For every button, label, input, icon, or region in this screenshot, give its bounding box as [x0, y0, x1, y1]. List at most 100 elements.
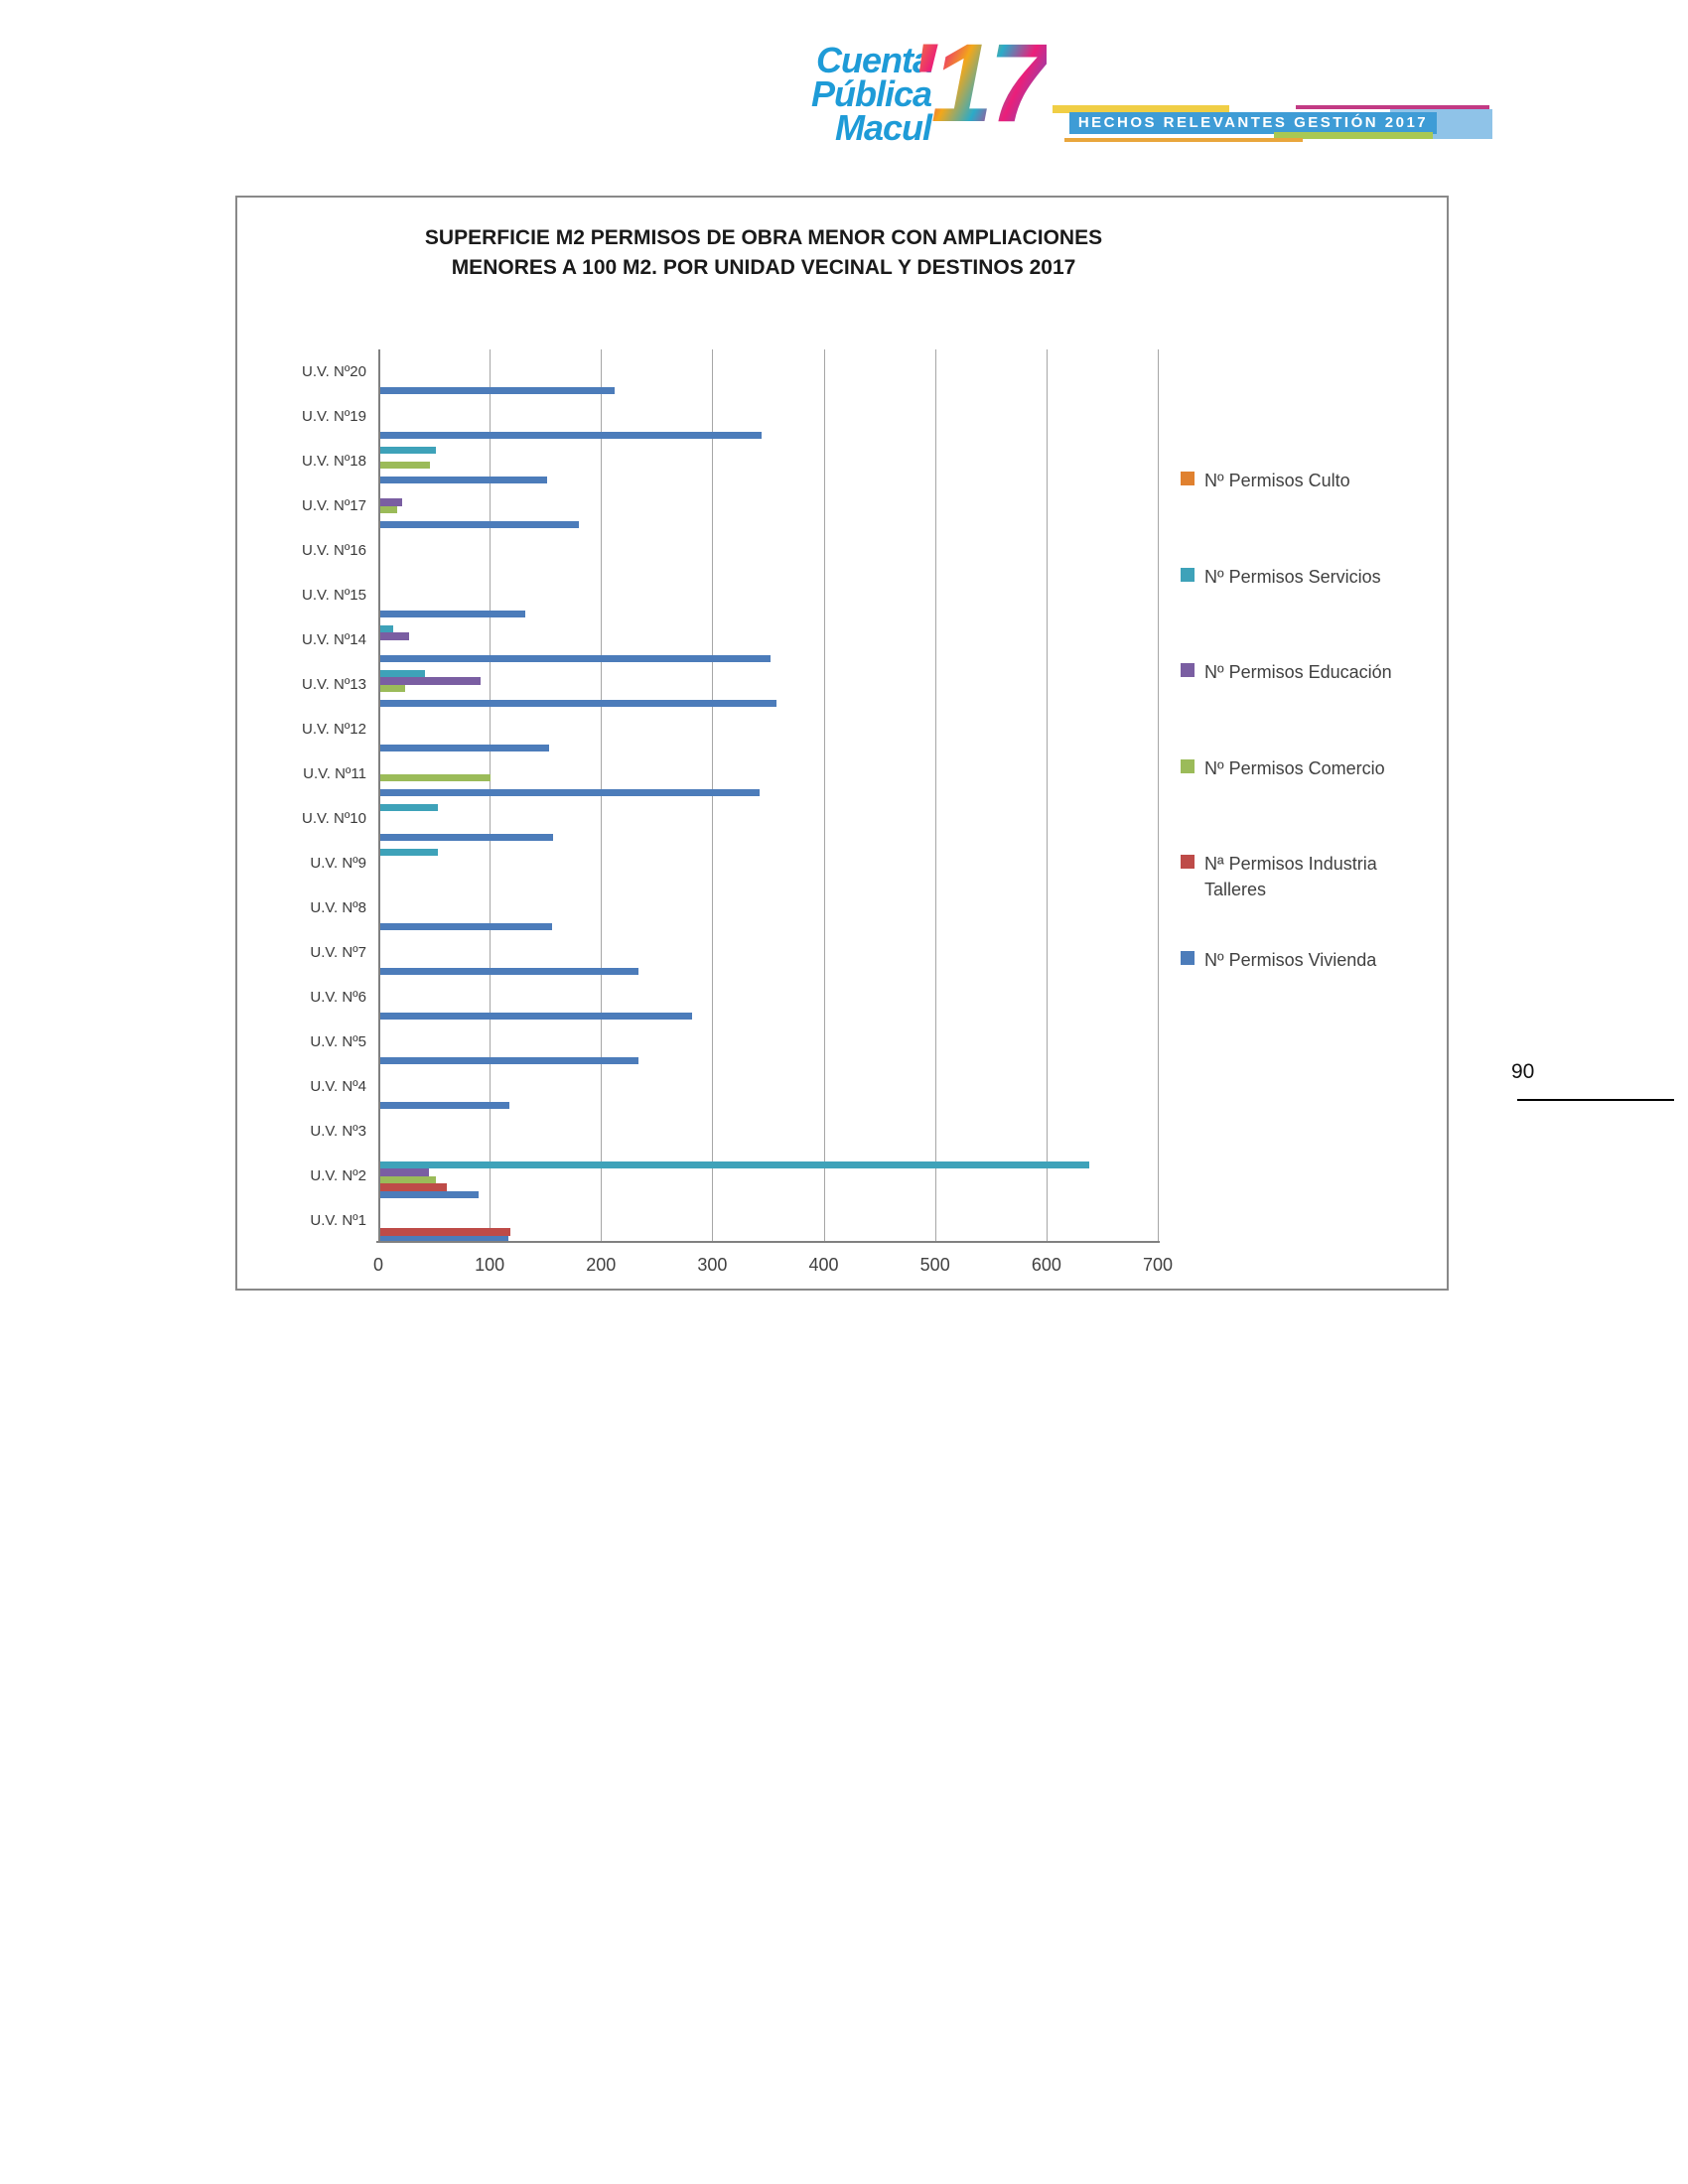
bar [380, 773, 492, 781]
gridline-700 [1158, 349, 1159, 1243]
category-label: U.V. Nº9 [310, 855, 366, 872]
logo-year-17: '17 [909, 21, 1051, 145]
category-label: U.V. Nº19 [302, 408, 366, 425]
legend-label: Nº Permisos Comercio [1204, 757, 1385, 778]
category-label: U.V. Nº12 [302, 721, 366, 738]
chart-legend: Nº Permisos Culto Nº Permisos Servicios Nº… [1181, 198, 1424, 1290]
gridline-400 [823, 349, 825, 1243]
legend-label: Nº Permisos Educación [1204, 662, 1392, 683]
category-label: U.V. Nº20 [302, 363, 366, 380]
logo-cuenta-publica-macul: Cuenta Pública Macul [773, 40, 932, 148]
x-tick-label-700: 700 [1142, 1255, 1174, 1275]
banner-hechos-relevantes: HECHOS RELEVANTES GESTIÓN 2017 [1048, 99, 1492, 147]
category-label: U.V. Nº3 [310, 1123, 366, 1140]
legend-swatch [1181, 472, 1195, 485]
legend-label: Nº Permisos Culto [1204, 471, 1350, 490]
y-axis-line [378, 349, 380, 1243]
legend-label: Nº Permisos Vivienda [1204, 950, 1377, 970]
category-axis: U.V. Nº20 U.V. Nº19 U.V. Nº18 U.V. Nº17 U.V.… [237, 349, 366, 1243]
category-label: U.V. Nº5 [310, 1033, 366, 1050]
gridline-100 [490, 349, 492, 1243]
x-tick-label-600: 600 [1031, 1255, 1061, 1275]
legend-swatch [1181, 758, 1195, 773]
x-tick-label-300: 300 [697, 1255, 728, 1275]
x-axis-line [376, 1241, 1160, 1243]
bar [380, 431, 762, 439]
bar [380, 446, 437, 454]
plot-area: 0 100 200 300 400 500 600 700 [373, 349, 1173, 1275]
bar [380, 744, 550, 751]
legend-swatch [1181, 567, 1195, 582]
bar [380, 624, 394, 632]
bar [380, 1056, 639, 1064]
chart-title-line-1: SUPERFICIE M2 PERMISOS DE OBRA MENOR CON… [424, 226, 1103, 249]
category-label: U.V. Nº8 [310, 899, 366, 916]
bar [380, 610, 525, 617]
bar [380, 1101, 510, 1109]
bar [380, 848, 439, 856]
logo-line-3: Macul [834, 107, 932, 148]
bar [380, 684, 405, 692]
chart-title: SUPERFICIE M2 PERMISOS DE OBRA MENOR CON… [277, 223, 1250, 283]
legend-swatch [1181, 663, 1195, 678]
bar [380, 1160, 1090, 1168]
bar [380, 476, 548, 483]
x-tick-label-0: 0 [372, 1255, 383, 1275]
chart-title-line-2: MENORES A 100 M2. POR UNIDAD VECINAL Y D… [451, 256, 1076, 279]
bar [380, 1012, 692, 1020]
category-label: U.V. Nº18 [302, 453, 366, 470]
category-label: U.V. Nº17 [302, 497, 366, 514]
category-label: U.V. Nº14 [302, 631, 366, 648]
bar [380, 833, 553, 841]
bar [380, 922, 552, 930]
gridline-500 [934, 349, 936, 1243]
bar [380, 1175, 437, 1183]
category-label: U.V. Nº11 [303, 765, 366, 782]
legend-label: Nº Permisos Servicios [1204, 566, 1381, 587]
banner-stripe-yellow [1053, 105, 1229, 113]
category-label: U.V. Nº13 [302, 676, 366, 693]
category-label: U.V. Nº7 [310, 944, 366, 961]
bar [380, 669, 425, 677]
category-label: U.V. Nº15 [302, 587, 366, 604]
bar [380, 505, 397, 513]
legend-swatch [1181, 855, 1195, 870]
banner-stripe-green [1274, 132, 1433, 139]
x-tick-label-200: 200 [586, 1255, 617, 1275]
category-label: U.V. Nº2 [310, 1167, 366, 1184]
category-label: U.V. Nº10 [302, 810, 366, 827]
bar [380, 461, 431, 469]
chart-area: SUPERFICIE M2 PERMISOS DE OBRA MENOR CON… [235, 196, 1449, 1291]
category-label: U.V. Nº6 [310, 989, 366, 1006]
logo-line-2: Pública [810, 73, 932, 114]
page-number-rule [1517, 1099, 1674, 1101]
bar [380, 386, 615, 394]
category-label: U.V. Nº16 [302, 542, 366, 559]
page-number: 90 [1511, 1060, 1535, 1083]
x-tick-label-500: 500 [919, 1255, 950, 1275]
x-tick-label-400: 400 [808, 1255, 839, 1275]
bar [380, 520, 579, 528]
gridline-300 [712, 349, 714, 1243]
bar [380, 1168, 430, 1176]
category-label: U.V. Nº1 [310, 1212, 366, 1229]
bar [380, 967, 639, 975]
gridline-600 [1046, 349, 1048, 1243]
bar [380, 1190, 479, 1198]
gridline-200 [601, 349, 603, 1243]
bar [380, 654, 771, 662]
bar [380, 498, 403, 506]
bar [380, 632, 410, 640]
logo-line-1: Cuenta [815, 40, 932, 80]
banner-title: HECHOS RELEVANTES GESTIÓN 2017 [1069, 112, 1437, 134]
legend-swatch [1181, 951, 1195, 965]
bar [380, 803, 439, 811]
bar [380, 788, 761, 796]
bar [380, 1228, 511, 1236]
bar [380, 677, 481, 685]
bar [380, 699, 777, 707]
bar [380, 1235, 508, 1243]
legend-label: Nª Permisos Industria Talleres [1204, 854, 1377, 900]
banner-stripe-magenta [1296, 105, 1489, 109]
x-tick-label-100: 100 [475, 1255, 505, 1275]
